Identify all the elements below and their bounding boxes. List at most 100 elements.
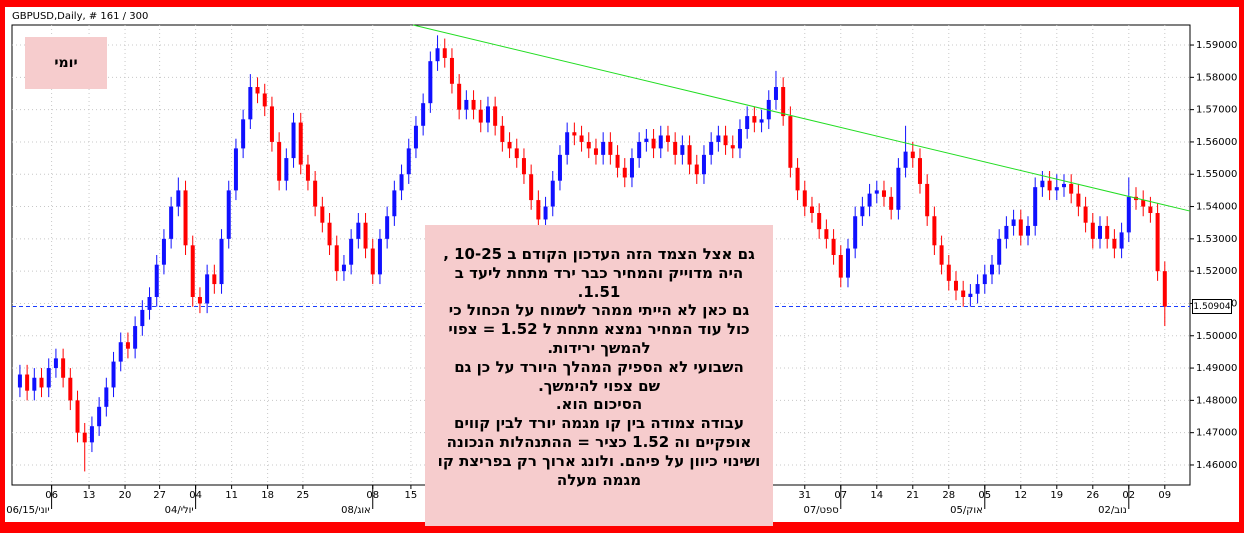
candle-body bbox=[716, 135, 721, 142]
candle-body bbox=[709, 141, 714, 155]
candle-body bbox=[1054, 187, 1059, 191]
candle-body bbox=[457, 83, 462, 110]
candle-body bbox=[1105, 225, 1110, 239]
y-tick-label: 1.52000 bbox=[1196, 266, 1237, 277]
candle-body bbox=[701, 154, 706, 175]
annotation-line: גם כאן לא הייתי ממהר לשמוח על הכחול כי bbox=[448, 301, 750, 320]
candle-body bbox=[766, 99, 771, 120]
annotation-line: מגמה מעלה bbox=[556, 470, 642, 489]
candle-body bbox=[413, 125, 418, 149]
candle-body bbox=[449, 57, 454, 84]
candle-body bbox=[1004, 225, 1009, 239]
candle-body bbox=[320, 206, 325, 223]
x-tick-label: 15 bbox=[405, 490, 418, 501]
candle-body bbox=[673, 141, 678, 155]
candle-body bbox=[1047, 180, 1052, 191]
candle-body bbox=[1033, 187, 1038, 226]
candle-body bbox=[219, 238, 224, 285]
candle-body bbox=[932, 216, 937, 246]
candle-body bbox=[104, 387, 109, 407]
candle-body bbox=[61, 358, 66, 378]
candle-body bbox=[557, 154, 562, 181]
x-period-label: 07/ספט bbox=[803, 505, 838, 516]
candle-body bbox=[478, 109, 483, 123]
annotation-line: השבועי לא הספיק המהלך היורד על כן גם bbox=[454, 357, 744, 376]
candle-body bbox=[529, 174, 534, 201]
candle-body bbox=[1061, 183, 1066, 188]
y-tick-label: 1.46000 bbox=[1196, 460, 1237, 471]
candle-body bbox=[961, 290, 966, 297]
x-tick-label: 20 bbox=[119, 490, 132, 501]
annotation: גם אצל הצמד הזה העדכון הקודם ב 10-25 , הי… bbox=[425, 225, 773, 526]
candle-body bbox=[730, 145, 735, 149]
candle-body bbox=[572, 132, 577, 136]
candle-body bbox=[946, 264, 951, 281]
candle-body bbox=[997, 238, 1002, 265]
candle-body bbox=[723, 135, 728, 146]
candle-body bbox=[514, 148, 519, 159]
candle-body bbox=[687, 145, 692, 165]
candle-body bbox=[493, 106, 498, 126]
y-tick-label: 1.50000 bbox=[1196, 331, 1237, 342]
candle-body bbox=[860, 206, 865, 217]
candle-body bbox=[658, 135, 663, 149]
candle-body bbox=[802, 190, 807, 207]
candle-body bbox=[975, 284, 980, 294]
candle-body bbox=[1148, 206, 1153, 214]
candle-body bbox=[125, 342, 130, 349]
y-tick-label: 1.47000 bbox=[1196, 428, 1237, 439]
candle-body bbox=[1011, 219, 1016, 226]
candle-body bbox=[644, 138, 649, 142]
candle-body bbox=[910, 151, 915, 159]
candle-body bbox=[968, 293, 973, 297]
x-period-label: 06/15/יוני bbox=[6, 505, 49, 516]
candle-body bbox=[212, 274, 217, 285]
x-period-label: 02/נוב bbox=[1098, 505, 1127, 516]
candle-body bbox=[795, 167, 800, 191]
candle-body bbox=[586, 141, 591, 149]
candle-body bbox=[356, 222, 361, 239]
x-tick-label: 25 bbox=[297, 490, 310, 501]
candle-body bbox=[111, 361, 116, 388]
candle-body bbox=[615, 154, 620, 168]
annotation-line: הסיכום הוא. bbox=[555, 395, 643, 414]
candle-body bbox=[421, 103, 426, 126]
x-tick-label: 13 bbox=[83, 490, 96, 501]
x-tick-label: 18 bbox=[261, 490, 274, 501]
y-tick-label: 1.54000 bbox=[1196, 202, 1237, 213]
candle-body bbox=[248, 87, 253, 120]
candle-body bbox=[593, 148, 598, 155]
candle-body bbox=[939, 245, 944, 265]
candle-body bbox=[1112, 238, 1117, 249]
x-period-label: 08/אוג bbox=[341, 505, 371, 516]
candle-body bbox=[39, 377, 44, 388]
candle-body bbox=[874, 190, 879, 194]
x-period-label: 05/אוק bbox=[950, 505, 983, 516]
annotation-line: 1.51. bbox=[577, 282, 621, 301]
candle-body bbox=[694, 164, 699, 175]
candle-body bbox=[1162, 271, 1167, 307]
candle-body bbox=[1069, 183, 1074, 194]
candle-body bbox=[133, 326, 138, 349]
annotation-line: היה מדוייק והמחיר כבר ירד מתחת ליעד ב bbox=[454, 263, 744, 282]
x-tick-label: 26 bbox=[1086, 490, 1099, 501]
candle-body bbox=[118, 342, 123, 362]
candle-body bbox=[737, 129, 742, 149]
candle-body bbox=[399, 174, 404, 191]
candle-body bbox=[277, 141, 282, 181]
candle-body bbox=[1083, 206, 1088, 223]
chart-title: GBPUSD,Daily, # 161 / 300 bbox=[12, 11, 148, 22]
candle-body bbox=[601, 141, 606, 155]
period-label: יומי bbox=[25, 37, 107, 89]
x-tick-label: 31 bbox=[798, 490, 811, 501]
candle-body bbox=[1076, 193, 1081, 207]
x-tick-label: 11 bbox=[225, 490, 238, 501]
last-price-label: 1.50904 bbox=[1192, 299, 1232, 315]
x-tick-label: 21 bbox=[906, 490, 919, 501]
annotation-line: להמשך ירידות. bbox=[547, 338, 651, 357]
candle-body bbox=[406, 148, 411, 175]
candle-body bbox=[349, 238, 354, 265]
candle-body bbox=[471, 99, 476, 110]
candle-body bbox=[197, 296, 202, 304]
